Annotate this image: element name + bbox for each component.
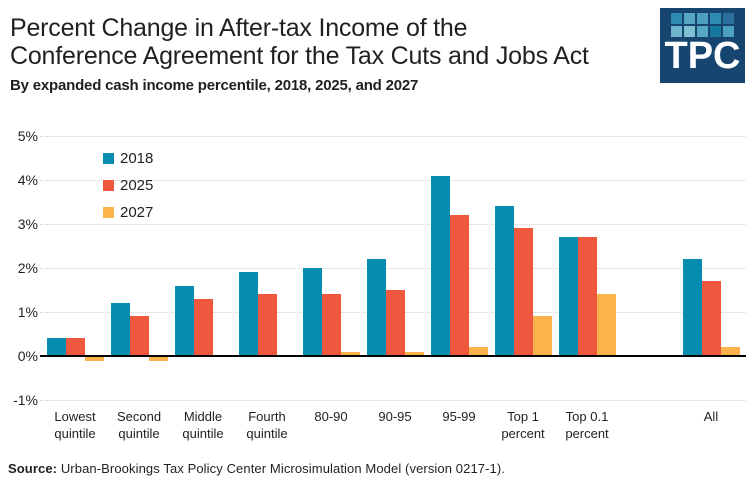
x-axis-label-middle-quintile: Middle quintile xyxy=(167,408,239,442)
zero-axis-line xyxy=(40,355,746,357)
bar-2027-all xyxy=(721,347,740,356)
bar-2018-lowest-quintile xyxy=(47,338,66,356)
chart-title-line1: Percent Change in After-tax Income of th… xyxy=(10,14,468,42)
bar-2027-second-quintile xyxy=(149,357,168,361)
x-label-line: Middle xyxy=(183,409,223,424)
bar-2018-fourth-quintile xyxy=(239,272,258,356)
x-axis-label-top-1-percent: Top 1 percent xyxy=(487,408,559,442)
x-axis-label-fourth-quintile: Fourth quintile xyxy=(231,408,303,442)
bar-2018-top-1-percent xyxy=(495,206,514,356)
y-tick-label-4pct: 4% xyxy=(17,172,38,188)
bar-2018-80-90 xyxy=(303,268,322,356)
tpc-logo-mosaic-icon xyxy=(660,13,745,37)
x-label-line: Lowest xyxy=(54,409,96,424)
y-tick-label-5pct: 5% xyxy=(17,128,38,144)
tpc-logo: TPC xyxy=(660,8,745,83)
gridline-5pct xyxy=(40,136,746,137)
gridline-2pct xyxy=(40,268,746,269)
source-text: Urban-Brookings Tax Policy Center Micros… xyxy=(57,461,506,476)
x-axis-label-all: All xyxy=(703,409,719,424)
x-axis-label-second-quintile: Second quintile xyxy=(103,408,175,442)
bar-2027-90-95 xyxy=(405,352,424,356)
chart-title-line2: Conference Agreement for the Tax Cuts an… xyxy=(10,42,589,70)
legend-item-2018: 2018 xyxy=(103,150,153,168)
logo-tile-1-3 xyxy=(710,26,721,37)
bar-2025-second-quintile xyxy=(130,316,149,356)
legend-item-2027: 2027 xyxy=(103,204,153,222)
bar-2025-top-0.1-percent xyxy=(578,237,597,356)
logo-tile-1-0 xyxy=(671,26,682,37)
x-label-line: quintile xyxy=(246,426,288,441)
y-tick-label-2pct: 2% xyxy=(17,260,38,276)
bar-2025-middle-quintile xyxy=(194,299,213,356)
x-axis-label-90-95: 90-95 xyxy=(378,409,412,424)
logo-tile-0-2 xyxy=(697,13,708,24)
bar-2027-top-0.1-percent xyxy=(597,294,616,356)
x-label-line: quintile xyxy=(54,426,96,441)
bar-2025-lowest-quintile xyxy=(66,338,85,356)
chart-header: Percent Change in After-tax Income of th… xyxy=(10,14,589,94)
chart-title: Percent Change in After-tax Income of th… xyxy=(10,14,589,70)
bar-2027-80-90 xyxy=(341,352,360,356)
logo-tile-1-4 xyxy=(723,26,734,37)
x-label-line: quintile xyxy=(118,426,160,441)
x-axis-label-top-0.1-percent: Top 0.1 percent xyxy=(551,408,623,442)
x-axis-label-80-90: 80-90 xyxy=(314,409,348,424)
source-note: Source: Urban-Brookings Tax Policy Cente… xyxy=(8,461,505,476)
x-label-line: Fourth xyxy=(248,409,286,424)
bar-2018-all xyxy=(683,259,702,356)
x-label-line: quintile xyxy=(182,426,224,441)
x-label-line: Top 0.1 xyxy=(565,409,609,424)
bar-2025-90-95 xyxy=(386,290,405,356)
bar-2025-95-99 xyxy=(450,215,469,356)
logo-tile-0-0 xyxy=(671,13,682,24)
legend-swatch-2018 xyxy=(103,153,114,164)
y-tick-label--1pct: -1% xyxy=(13,392,38,408)
gridline-4pct xyxy=(40,180,746,181)
logo-tile-0-1 xyxy=(684,13,695,24)
y-tick-label-0pct: 0% xyxy=(17,348,38,364)
bar-2018-second-quintile xyxy=(111,303,130,356)
bar-2025-top-1-percent xyxy=(514,228,533,356)
chart-subtitle: By expanded cash income percentile, 2018… xyxy=(10,77,419,94)
bar-2018-95-99 xyxy=(431,176,450,356)
bar-2018-90-95 xyxy=(367,259,386,356)
bar-2018-top-0.1-percent xyxy=(559,237,578,356)
y-tick-label-1pct: 1% xyxy=(17,304,38,320)
x-label-line: Top 1 xyxy=(507,409,539,424)
x-axis-label-lowest-quintile: Lowest quintile xyxy=(39,408,111,442)
y-tick-label-3pct: 3% xyxy=(17,216,38,232)
x-axis-label-95-99: 95-99 xyxy=(442,409,476,424)
bar-2025-80-90 xyxy=(322,294,341,356)
bar-2027-lowest-quintile xyxy=(85,357,104,361)
x-label-line: percent xyxy=(565,426,609,441)
logo-tile-0-3 xyxy=(710,13,721,24)
legend-label-2027: 2027 xyxy=(120,204,154,221)
bar-2025-fourth-quintile xyxy=(258,294,277,356)
source-label: Source: xyxy=(8,461,58,476)
logo-tile-1-2 xyxy=(697,26,708,37)
legend-label-2025: 2025 xyxy=(120,177,154,194)
x-label-line: percent xyxy=(501,426,545,441)
bar-2027-top-1-percent xyxy=(533,316,552,356)
bar-2027-95-99 xyxy=(469,347,488,356)
bar-2025-all xyxy=(702,281,721,356)
bar-2018-middle-quintile xyxy=(175,286,194,356)
logo-tile-0-4 xyxy=(723,13,734,24)
gridline--1pct xyxy=(40,400,746,401)
logo-tile-1-1 xyxy=(684,26,695,37)
tpc-logo-text: TPC xyxy=(664,35,741,77)
legend-swatch-2025 xyxy=(103,180,114,191)
legend-swatch-2027 xyxy=(103,207,114,218)
x-label-line: Second xyxy=(116,409,162,424)
gridline-3pct xyxy=(40,224,746,225)
legend-label-2018: 2018 xyxy=(120,150,154,167)
legend-item-2025: 2025 xyxy=(103,177,153,195)
